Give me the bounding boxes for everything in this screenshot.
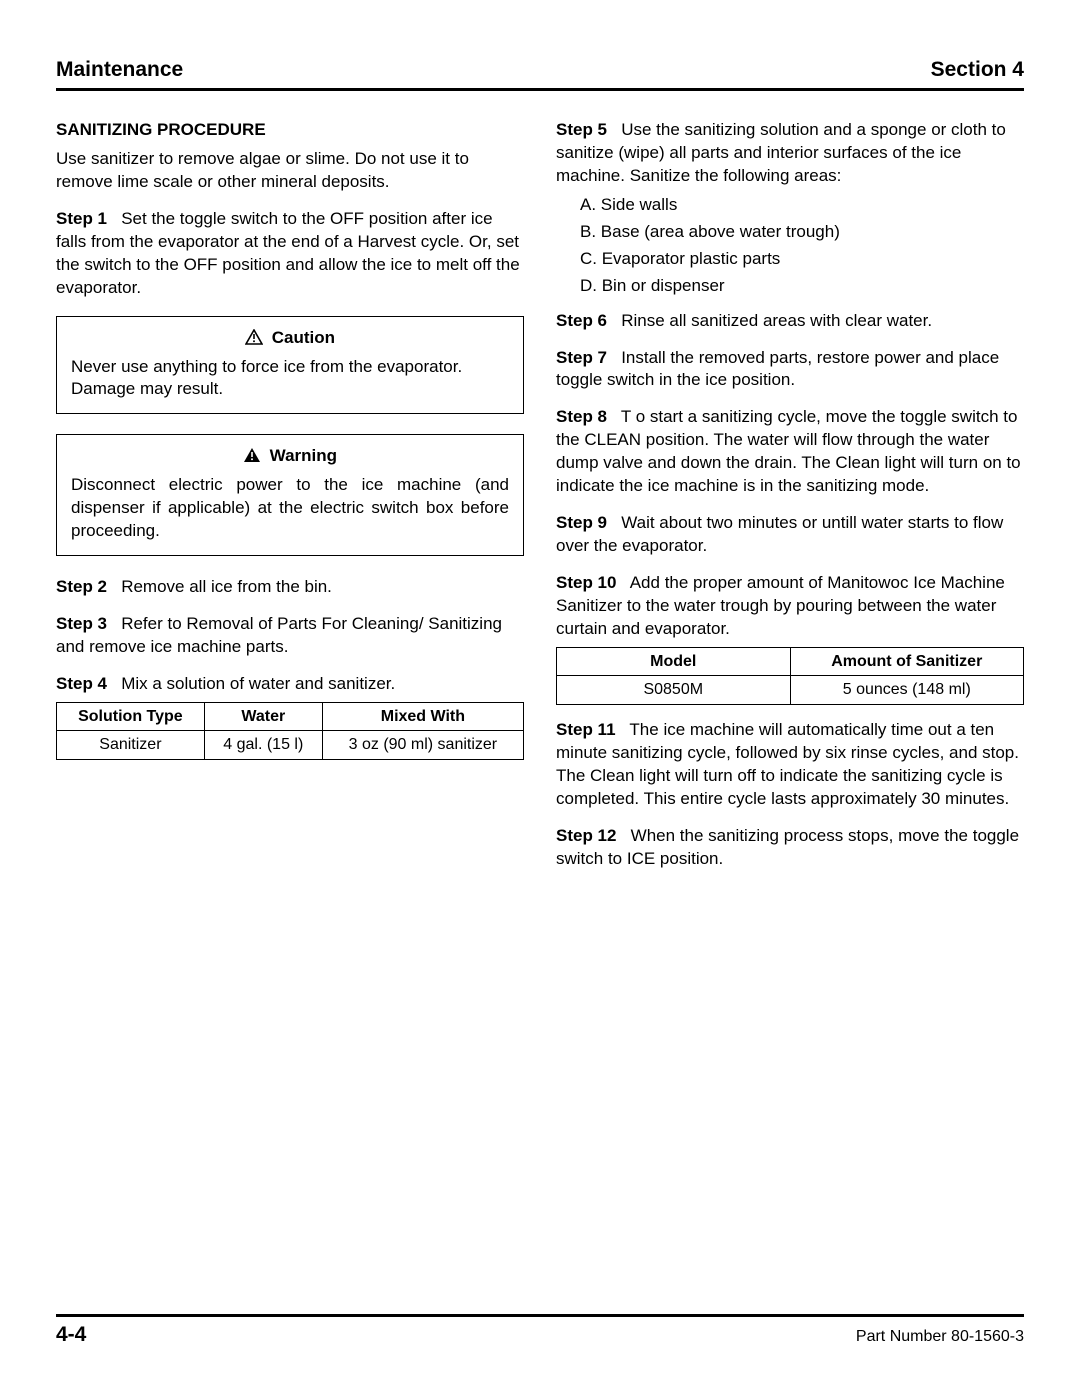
left-column: SANITIZING PROCEDURE Use sanitizer to re…: [56, 119, 524, 885]
table-header: Water: [204, 702, 322, 731]
step-6: Step 6 Rinse all sanitized areas with cl…: [556, 310, 1024, 333]
solution-table: Solution Type Water Mixed With Sanitizer…: [56, 702, 524, 760]
list-item: C. Evaporator plastic parts: [580, 248, 1024, 271]
step-label: Step 6: [556, 311, 607, 330]
step-label: Step 5: [556, 120, 607, 139]
step-7: Step 7 Install the removed parts, restor…: [556, 347, 1024, 393]
page-number: 4-4: [56, 1323, 86, 1347]
step-text: Refer to Removal of Parts For Cleaning/ …: [56, 614, 502, 656]
table-header: Amount of Sanitizer: [790, 647, 1024, 676]
list-item: A. Side walls: [580, 194, 1024, 217]
step-label: Step 3: [56, 614, 107, 633]
table-header: Solution Type: [57, 702, 205, 731]
step-label: Step 4: [56, 674, 107, 693]
section-heading: SANITIZING PROCEDURE: [56, 119, 524, 142]
step-9: Step 9 Wait about two minutes or untill …: [556, 512, 1024, 558]
page: Maintenance Section 4 SANITIZING PROCEDU…: [0, 0, 1080, 1397]
step-3: Step 3 Refer to Removal of Parts For Cle…: [56, 613, 524, 659]
table-cell: S0850M: [557, 676, 791, 705]
step-10: Step 10 Add the proper amount of Manitow…: [556, 572, 1024, 641]
header-right: Section 4: [931, 58, 1024, 82]
table-cell: 4 gal. (15 l): [204, 731, 322, 760]
warning-icon: [243, 447, 261, 470]
intro-paragraph: Use sanitizer to remove algae or slime. …: [56, 148, 524, 194]
step-8: Step 8 T o start a sanitizing cycle, mov…: [556, 406, 1024, 498]
step-text: Mix a solution of water and sanitizer.: [121, 674, 395, 693]
step-text: Wait about two minutes or untill water s…: [556, 513, 1003, 555]
caution-title-text: Caution: [272, 328, 335, 347]
table-cell: 3 oz (90 ml) sanitizer: [322, 731, 523, 760]
header-left: Maintenance: [56, 58, 183, 82]
caution-body: Never use anything to force ice from the…: [71, 356, 509, 402]
step-2: Step 2 Remove all ice from the bin.: [56, 576, 524, 599]
warning-title-text: Warning: [270, 446, 337, 465]
step-5: Step 5 Use the sanitizing solution and a…: [556, 119, 1024, 188]
warning-box: Warning Disconnect electric power to the…: [56, 434, 524, 556]
table-cell: 5 ounces (148 ml): [790, 676, 1024, 705]
table-row: Sanitizer 4 gal. (15 l) 3 oz (90 ml) san…: [57, 731, 524, 760]
list-item: B. Base (area above water trough): [580, 221, 1024, 244]
step-text: Rinse all sanitized areas with clear wat…: [621, 311, 932, 330]
list-item: D. Bin or dispenser: [580, 275, 1024, 298]
step-label: Step 1: [56, 209, 107, 228]
step-text: T o start a sanitizing cycle, move the t…: [556, 407, 1021, 495]
table-header-row: Model Amount of Sanitizer: [557, 647, 1024, 676]
warning-title: Warning: [71, 445, 509, 470]
step-label: Step 2: [56, 577, 107, 596]
step-text: Use the sanitizing solution and a sponge…: [556, 120, 1006, 185]
header-bar: Maintenance Section 4: [56, 58, 1024, 91]
step-label: Step 8: [556, 407, 607, 426]
table-header: Model: [557, 647, 791, 676]
caution-icon: [245, 329, 263, 352]
table-header-row: Solution Type Water Mixed With: [57, 702, 524, 731]
footer: 4-4 Part Number 80-1560-3: [56, 1314, 1024, 1347]
footer-rule: 4-4 Part Number 80-1560-3: [56, 1314, 1024, 1347]
step-text: Set the toggle switch to the OFF positio…: [56, 209, 520, 297]
step-text: Add the proper amount of Manitowoc Ice M…: [556, 573, 1005, 638]
step-label: Step 9: [556, 513, 607, 532]
table-cell: Sanitizer: [57, 731, 205, 760]
step-text: Remove all ice from the bin.: [121, 577, 332, 596]
caution-title: Caution: [71, 327, 509, 352]
step-11: Step 11 The ice machine will automatical…: [556, 719, 1024, 811]
step-5-list: A. Side walls B. Base (area above water …: [580, 194, 1024, 298]
step-text: The ice machine will automatically time …: [556, 720, 1019, 808]
table-header: Mixed With: [322, 702, 523, 731]
sanitizer-table: Model Amount of Sanitizer S0850M 5 ounce…: [556, 647, 1024, 705]
step-4: Step 4 Mix a solution of water and sanit…: [56, 673, 524, 696]
step-12: Step 12 When the sanitizing process stop…: [556, 825, 1024, 871]
caution-box: Caution Never use anything to force ice …: [56, 316, 524, 415]
step-label: Step 10: [556, 573, 616, 592]
step-label: Step 7: [556, 348, 607, 367]
part-number: Part Number 80-1560-3: [856, 1328, 1024, 1346]
step-text: When the sanitizing process stops, move …: [556, 826, 1019, 868]
content-columns: SANITIZING PROCEDURE Use sanitizer to re…: [56, 119, 1024, 885]
table-row: S0850M 5 ounces (148 ml): [557, 676, 1024, 705]
step-label: Step 12: [556, 826, 616, 845]
step-text: Install the removed parts, restore power…: [556, 348, 999, 390]
right-column: Step 5 Use the sanitizing solution and a…: [556, 119, 1024, 885]
step-label: Step 11: [556, 720, 616, 739]
warning-body: Disconnect electric power to the ice mac…: [71, 474, 509, 543]
step-1: Step 1 Set the toggle switch to the OFF …: [56, 208, 524, 300]
